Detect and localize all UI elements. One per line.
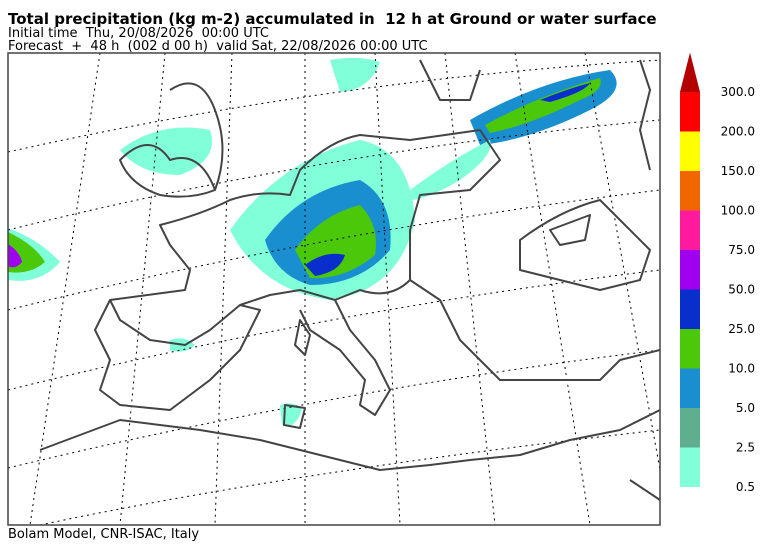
colorbar-label: 5.0 (736, 401, 755, 415)
colorbar-label: 100.0 (721, 204, 755, 218)
map-frame (7, 52, 661, 526)
coastlines (39, 59, 660, 501)
colorbar-band (680, 447, 700, 487)
colorbar-label: 0.5 (736, 480, 755, 494)
colorbar-band (680, 171, 700, 211)
colorbar: 0.5 2.5 5.0 10.0 25.0 50.0 75.0 100.0 150.0 200.0… (680, 52, 755, 494)
colorbar-label: 50.0 (728, 283, 755, 297)
colorbar-label: 75.0 (728, 243, 755, 257)
title: Total precipitation (kg m-2) accumulated… (8, 10, 657, 28)
colorbar-band (680, 329, 700, 369)
colorbar-label: 2.5 (736, 441, 755, 455)
colorbar-label: 25.0 (728, 322, 755, 336)
colorbar-label: 150.0 (721, 164, 755, 178)
colorbar-band (680, 368, 700, 408)
precip-field (8, 57, 617, 426)
initial-time: Initial time Thu, 20/08/2026 00:00 UTC (8, 26, 269, 41)
colorbar-band (680, 289, 700, 329)
colorbar-label: 200.0 (721, 125, 755, 139)
colorbar-arrow (680, 52, 700, 92)
colorbar-band (680, 210, 700, 250)
colorbar-band (680, 250, 700, 290)
colorbar-band (680, 408, 700, 448)
map (7, 52, 661, 526)
colorbar-label: 300.0 (721, 85, 755, 99)
forecast-time: Forecast + 48 h (002 d 00 h) valid Sat, … (8, 39, 428, 54)
colorbar-band (680, 131, 700, 171)
graticule (8, 53, 660, 525)
colorbar-band (680, 92, 700, 132)
footer: Bolam Model, CNR-ISAC, Italy (8, 527, 199, 542)
colorbar-label: 10.0 (728, 362, 755, 376)
